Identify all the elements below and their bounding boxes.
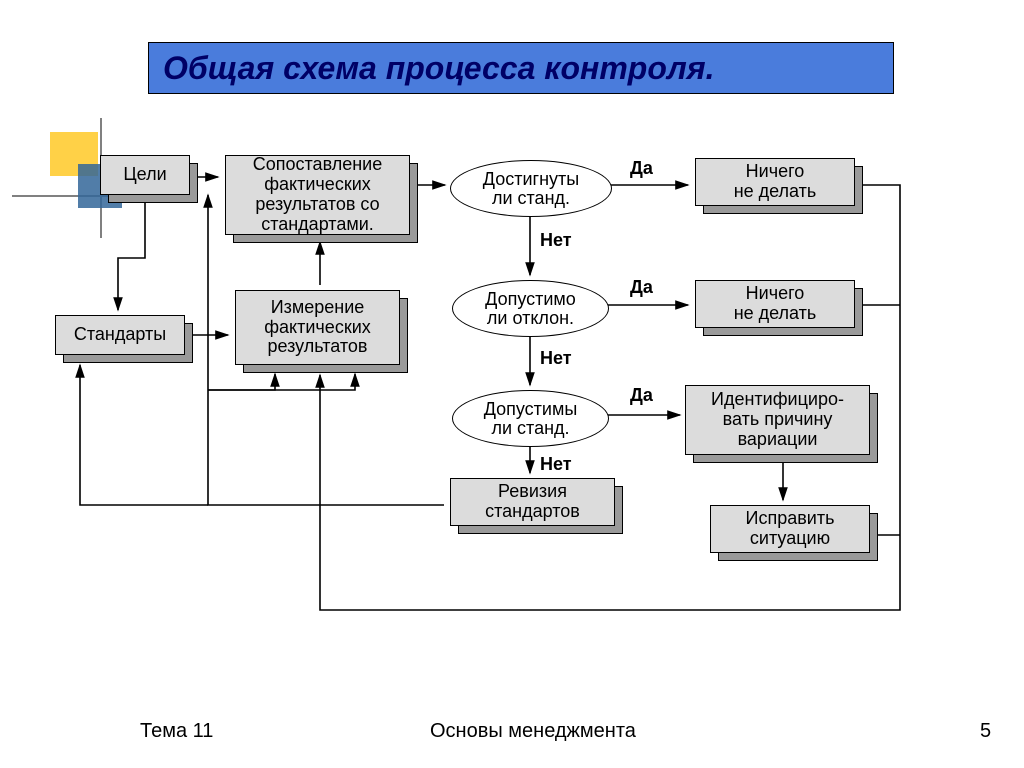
block-fix-label: Исправить ситуацию	[710, 505, 870, 553]
block-compare-label: Сопоставление фактических результатов со…	[225, 155, 410, 235]
block-nothing2-label: Ничего не делать	[695, 280, 855, 328]
footer-right: 5	[980, 720, 991, 743]
block-compare: Сопоставление фактических результатов со…	[225, 155, 410, 235]
edge-label-yes2: Да	[630, 277, 653, 298]
block-goals: Цели	[100, 155, 190, 195]
block-standards-label: Стандарты	[55, 315, 185, 355]
edge-label-no1: Нет	[540, 230, 572, 251]
block-nothing1-label: Ничего не делать	[695, 158, 855, 206]
block-nothing2: Ничего не делать	[695, 280, 855, 328]
block-measure-label: Измерение фактических результатов	[235, 290, 400, 365]
slide-stage: Общая схема процесса контроля. Цели Сопос…	[0, 0, 1024, 768]
edge-label-yes1: Да	[630, 158, 653, 179]
block-identify-label: Идентифициро- вать причину вариации	[685, 385, 870, 455]
flowchart-arrows	[0, 0, 1024, 768]
edge-label-no2: Нет	[540, 348, 572, 369]
block-goals-label: Цели	[100, 155, 190, 195]
arrow-17	[208, 374, 275, 390]
block-fix: Исправить ситуацию	[710, 505, 870, 553]
decision-d3: Допустимы ли станд.	[452, 390, 609, 447]
footer-center: Основы менеджмента	[430, 720, 636, 743]
decision-d1: Достигнуты ли станд.	[450, 160, 612, 217]
arrow-9	[118, 203, 145, 310]
block-revise: Ревизия стандартов	[450, 478, 615, 526]
block-standards: Стандарты	[55, 315, 185, 355]
block-identify: Идентифициро- вать причину вариации	[685, 385, 870, 455]
block-nothing1: Ничего не делать	[695, 158, 855, 206]
footer-left: Тема 11	[140, 720, 213, 743]
edge-label-no3: Нет	[540, 454, 572, 475]
block-revise-label: Ревизия стандартов	[450, 478, 615, 526]
block-measure: Измерение фактических результатов	[235, 290, 400, 365]
arrow-18	[208, 374, 355, 390]
slide-title: Общая схема процесса контроля.	[148, 42, 894, 94]
arrow-16	[80, 365, 208, 505]
decision-d2: Допустимо ли отклон.	[452, 280, 609, 337]
edge-label-yes3: Да	[630, 385, 653, 406]
